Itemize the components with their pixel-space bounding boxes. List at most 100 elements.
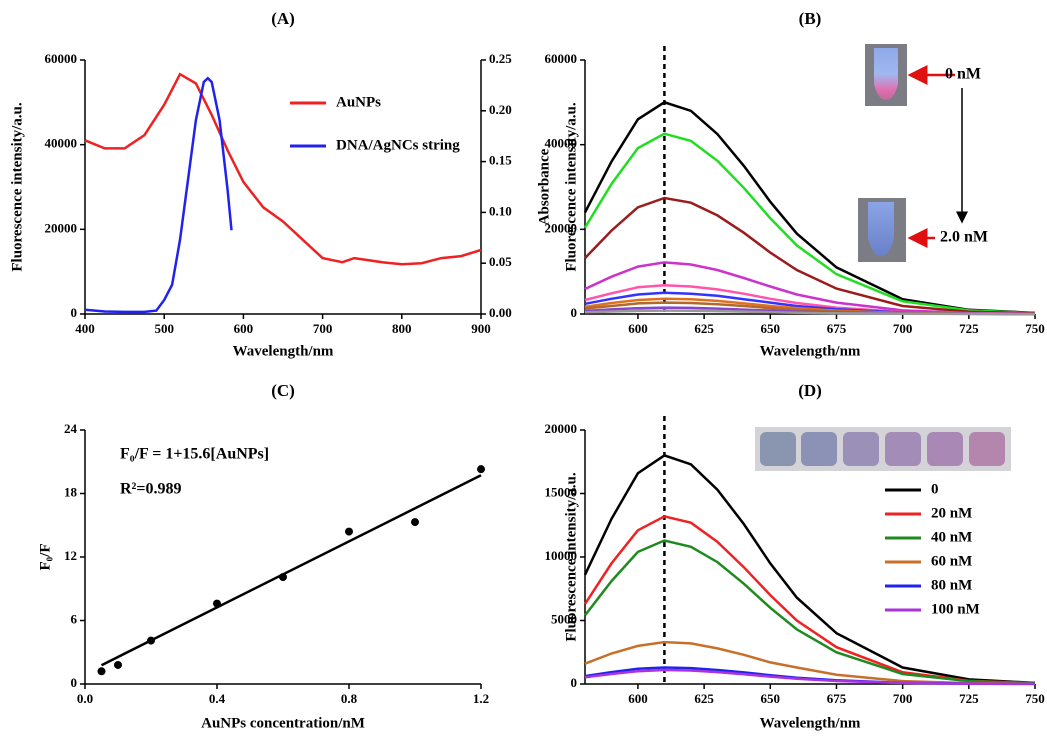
x-tick-label: 725: [959, 321, 979, 336]
x-tick-label: 675: [827, 321, 847, 336]
line-series: [84, 76, 233, 314]
x-tick-label: 750: [1025, 691, 1045, 706]
legend-label: 80 nM: [931, 577, 972, 593]
tube: [868, 202, 894, 256]
x-axis-label: Wavelength/nm: [233, 343, 334, 359]
x-tick-label: 625: [694, 691, 714, 706]
y-tick-label: 60000: [45, 51, 78, 66]
y-tick-label: 40000: [45, 136, 78, 151]
line-series: [583, 100, 1036, 315]
x-tick-label: 0.4: [209, 691, 226, 706]
x-axis-label: AuNPs concentration/nM: [201, 715, 365, 731]
y-tick-label: 20000: [545, 220, 578, 235]
y-tick-label: 40000: [545, 136, 578, 151]
panel-title: (B): [799, 9, 822, 28]
panel-title: (A): [271, 9, 295, 28]
legend-label: 20 nM: [931, 505, 972, 521]
well: [885, 432, 921, 466]
y-tick-label: 0: [71, 305, 78, 320]
scatter-point: [114, 660, 122, 669]
panel-title: (D): [798, 381, 822, 400]
x-tick-label: 750: [1025, 321, 1045, 336]
well-strip: [755, 427, 1011, 471]
x-tick-label: 500: [154, 321, 174, 336]
y-tick-label: 6: [71, 611, 78, 626]
panel: (C) 0.0 0.4 0.8 1.2 0 6 12 18 24 AuNPs concentrati…: [37, 381, 489, 732]
y-tick-label: 18: [64, 484, 78, 499]
x-tick-label: 800: [392, 321, 412, 336]
scatter-point: [279, 573, 287, 582]
x-tick-label: 650: [761, 691, 781, 706]
legend-label: 40 nM: [931, 529, 972, 545]
y-tick-label: 0: [571, 675, 578, 690]
y-tick-label: 0: [571, 305, 578, 320]
y2-tick-label: 0.15: [489, 153, 512, 168]
y2-tick-label: 0.00: [489, 305, 512, 320]
well: [969, 432, 1005, 466]
line-series: [584, 309, 1036, 316]
well: [843, 432, 879, 466]
y-axis-label: Fluorescence intensity/a.u.: [9, 102, 25, 272]
legend-label: 100 nM: [931, 601, 980, 617]
y-tick-label: 0: [71, 675, 78, 690]
x-tick-label: 675: [827, 691, 847, 706]
line-series: [583, 132, 1036, 315]
well: [801, 432, 837, 466]
scatter-point: [477, 465, 485, 474]
line-series: [583, 515, 1036, 685]
x-tick-label: 700: [893, 321, 913, 336]
line-series: [584, 668, 1036, 686]
y2-tick-label: 0.10: [489, 203, 512, 218]
panel-title: (C): [271, 381, 295, 400]
annotation: R²=0.989: [120, 481, 181, 498]
x-tick-label: 1.2: [473, 691, 489, 706]
x-tick-label: 700: [893, 691, 913, 706]
y-tick-label: 12: [64, 548, 77, 563]
line-series: [584, 196, 1036, 315]
strip-photo: [755, 427, 1011, 471]
panel: (B) 600 625 650 675 700 725 750 0 20000 40000 60000…: [545, 9, 1045, 360]
x-tick-label: 0.0: [77, 691, 93, 706]
y-tick-label: 20000: [45, 220, 78, 235]
tube: [874, 48, 898, 100]
scatter-point: [97, 667, 106, 676]
y-tick-label: 5000: [551, 611, 577, 626]
x-tick-label: 700: [313, 321, 333, 336]
y2-tick-label: 0.05: [489, 254, 512, 269]
y-axis-label: F₀/F: [37, 544, 53, 571]
x-tick-label: 0.8: [341, 691, 358, 706]
scatter-point: [213, 599, 221, 608]
y-tick-label: 60000: [545, 51, 578, 66]
x-tick-label: 650: [761, 321, 781, 336]
y-axis-label: Fluorescence intensity/a.u.: [563, 472, 579, 642]
y-tick-label: 20000: [545, 421, 578, 436]
line-series: [584, 261, 1036, 315]
line-series: [584, 640, 1036, 685]
x-tick-label: 725: [959, 691, 979, 706]
y2-axis-label: Absorbance: [536, 148, 552, 225]
legend-label: 0: [931, 481, 939, 497]
x-tick-label: 600: [234, 321, 254, 336]
y-tick-label: 15000: [545, 484, 578, 499]
annotation: 2.0 nM: [940, 229, 988, 246]
y-tick-label: 10000: [545, 548, 578, 563]
panel: (D) 600 625 650 675 700 725 750 0 5000 10000 15000 2…: [545, 381, 1045, 732]
x-axis-label: Wavelength/nm: [760, 715, 861, 731]
panel: (A) 400 500 600 700 800 900 0 20000 40000 60000 0.0…: [9, 9, 552, 360]
annotation: F₀/F = 1+15.6[AuNPs]: [120, 446, 269, 463]
line-series: [584, 539, 1036, 685]
line-series: [583, 454, 1036, 685]
scatter-point: [147, 636, 155, 645]
scatter-point: [345, 527, 353, 536]
legend-label: DNA/AgNCs string: [336, 137, 460, 153]
line-series: [84, 72, 482, 266]
x-tick-label: 600: [628, 321, 648, 336]
fit-line: [100, 474, 482, 667]
x-tick-label: 400: [75, 321, 95, 336]
y2-tick-label: 0.25: [489, 51, 512, 66]
x-tick-label: 625: [694, 321, 714, 336]
annotation: 0 nM: [945, 66, 981, 83]
y-axis-label: Fluorescence intensity/a.u.: [563, 102, 579, 272]
well: [927, 432, 963, 466]
